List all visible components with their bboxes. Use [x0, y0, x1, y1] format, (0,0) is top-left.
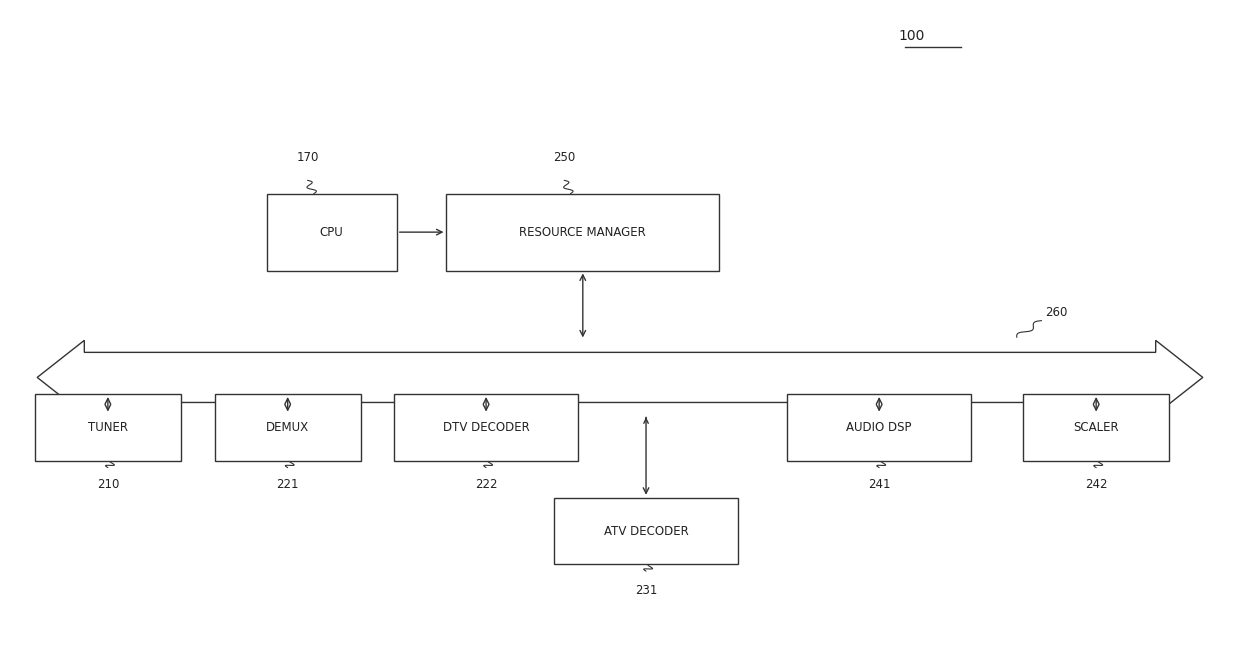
Polygon shape: [37, 340, 1203, 414]
Text: TUNER: TUNER: [88, 421, 128, 434]
FancyBboxPatch shape: [394, 394, 578, 461]
FancyBboxPatch shape: [446, 194, 719, 271]
Text: DTV DECODER: DTV DECODER: [443, 421, 529, 434]
FancyBboxPatch shape: [267, 194, 397, 271]
Text: 100: 100: [898, 29, 925, 43]
FancyBboxPatch shape: [35, 394, 181, 461]
FancyBboxPatch shape: [554, 498, 738, 564]
Text: 250: 250: [553, 151, 575, 164]
FancyBboxPatch shape: [787, 394, 971, 461]
Text: RESOURCE MANAGER: RESOURCE MANAGER: [520, 226, 646, 238]
FancyBboxPatch shape: [1023, 394, 1169, 461]
Text: 231: 231: [635, 584, 657, 597]
Text: 241: 241: [868, 478, 890, 490]
Text: 242: 242: [1085, 478, 1107, 490]
Text: 222: 222: [475, 478, 497, 490]
Text: 221: 221: [277, 478, 299, 490]
Text: ATV DECODER: ATV DECODER: [604, 524, 688, 538]
FancyBboxPatch shape: [215, 394, 361, 461]
Text: CPU: CPU: [320, 226, 343, 238]
Text: 210: 210: [97, 478, 119, 490]
Text: DEMUX: DEMUX: [267, 421, 309, 434]
Text: 170: 170: [296, 151, 319, 164]
Text: AUDIO DSP: AUDIO DSP: [847, 421, 911, 434]
Text: SCALER: SCALER: [1074, 421, 1118, 434]
Text: 260: 260: [1045, 307, 1068, 319]
